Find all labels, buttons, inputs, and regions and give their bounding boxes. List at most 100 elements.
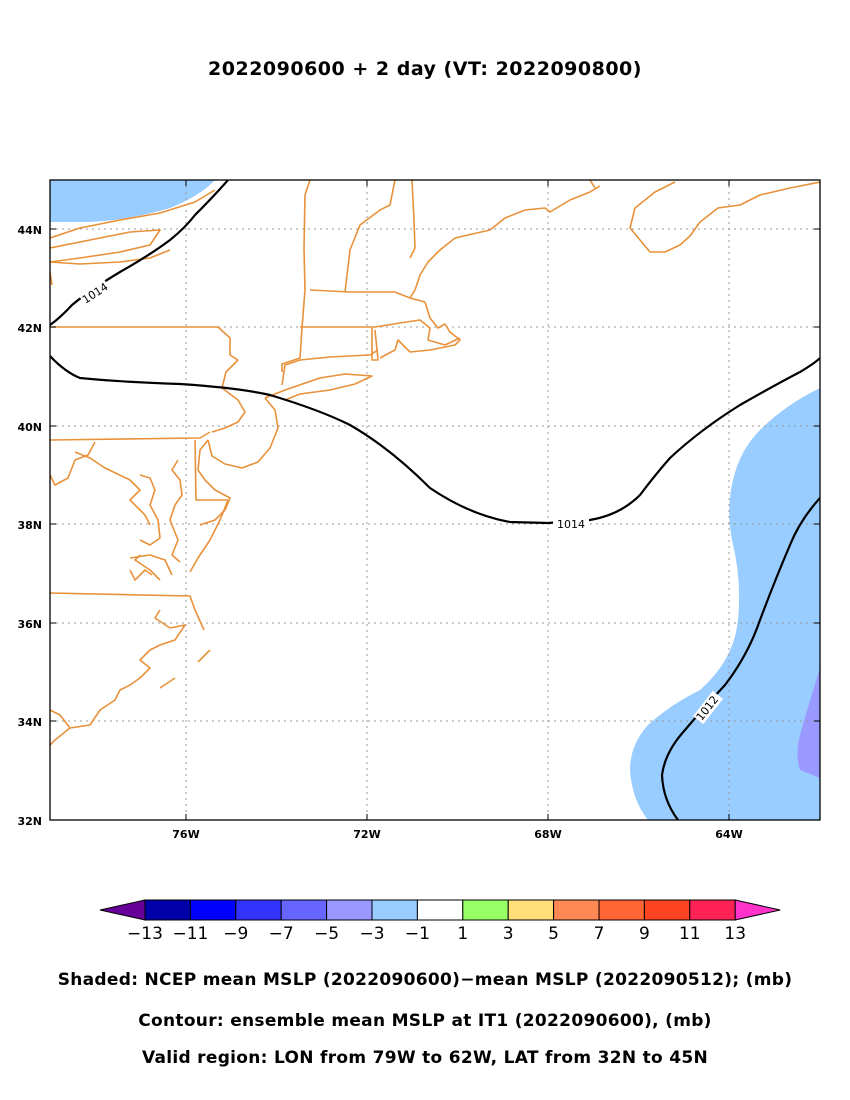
coastline-va-rivers	[129, 554, 173, 576]
colorbar-arrow-left	[99, 899, 146, 921]
border-md-de	[50, 441, 96, 486]
coastline-long-island	[264, 373, 373, 401]
border-ny-ct	[281, 327, 303, 372]
coastline-lake-ontario-south	[50, 229, 161, 263]
coastline-potomac	[74, 451, 151, 526]
coastline-outer-banks	[197, 649, 211, 663]
colorbar-swatch	[144, 899, 191, 921]
coastline-chesapeake-west	[139, 474, 161, 546]
coastline-delmarva-east	[189, 499, 229, 573]
x-tick-label-68w: 68W	[534, 828, 561, 841]
border-maine-nb	[409, 180, 416, 259]
coastline-cape-cod	[379, 301, 461, 359]
tick-marks	[50, 180, 820, 820]
colorbar-label: −5	[314, 924, 339, 944]
map-frame	[49, 179, 821, 821]
border-ma-nh	[309, 289, 426, 303]
caption-region: Valid region: LON from 79W to 62W, LAT f…	[141, 1048, 709, 1068]
colorbar-label: −13	[127, 924, 163, 944]
colorbar-swatch	[462, 899, 509, 921]
colorbar-label: 11	[679, 924, 701, 944]
y-tick-label-34n: 34N	[17, 716, 42, 729]
colorbar-label: 13	[724, 924, 746, 944]
coastline-nc-south	[50, 684, 131, 746]
coastline-delmarva	[194, 439, 228, 501]
shaded-anomaly-layer	[50, 180, 820, 820]
y-tick-label-40n: 40N	[17, 421, 42, 434]
colorbar-swatch	[689, 899, 736, 921]
chart-title: 2022090600 + 2 day (VT: 2022090800)	[208, 58, 642, 80]
coastline-lake-ontario	[50, 189, 216, 239]
colorbar-label: −9	[223, 924, 248, 944]
coastline-outer-banks-2	[159, 677, 176, 689]
y-tick-label-42n: 42N	[17, 322, 42, 335]
colorbar-swatch	[235, 899, 282, 921]
border-va-nc	[50, 592, 205, 631]
colorbar-label: −1	[405, 924, 430, 944]
coastline-chesapeake	[169, 459, 183, 563]
border-nh-me	[344, 180, 396, 293]
border-pa-nj	[211, 359, 246, 433]
coastline-nb	[589, 180, 596, 189]
colorbar-label: 1	[457, 924, 468, 944]
contour-1014-main	[50, 355, 820, 525]
shade-negative-3-to-5	[797, 668, 820, 778]
colorbar-swatch	[416, 899, 464, 921]
colorbar-label: −3	[359, 924, 384, 944]
coastline-nc-inner	[129, 649, 151, 686]
colorbar-swatch	[326, 899, 373, 921]
contour-1012	[660, 497, 820, 820]
shade-negative-1-to-3-se	[630, 388, 820, 820]
colorbar-arrow-right	[734, 899, 781, 921]
border-ri	[371, 328, 379, 361]
coastline-sc	[50, 709, 71, 729]
coastline-maine	[409, 185, 601, 299]
colorbar-swatch	[189, 899, 237, 921]
grid-lines	[50, 180, 820, 820]
colorbar-label: −7	[269, 924, 294, 944]
caption-shaded: Shaded: NCEP mean MSLP (2022090600)−mean…	[57, 970, 793, 990]
x-axis-labels: 76W 72W 68W 64W	[172, 828, 742, 841]
contour-labels: 1014 1014 1012	[79, 279, 723, 725]
colorbar: −13 −11 −9 −7 −5 −3 −1 1 3 5 7 9 11 13	[99, 899, 781, 944]
colorbar-label: 7	[594, 924, 605, 944]
coastline-nova-scotia-north	[629, 181, 676, 253]
contour-label-1014-north: 1014	[80, 280, 111, 306]
x-tick-label-76w: 76W	[172, 828, 199, 841]
coastline-va-south	[134, 554, 161, 581]
x-tick-label-64w: 64W	[715, 828, 742, 841]
colorbar-swatch	[507, 899, 555, 921]
y-axis-labels: 44N 42N 40N 38N 36N 34N 32N	[17, 224, 42, 828]
border-ny-pa	[50, 326, 239, 361]
coastline-nova-scotia	[650, 181, 820, 253]
border-vt-nh	[301, 180, 311, 329]
contour-label-1014-main: 1014	[557, 518, 585, 531]
colorbar-swatch	[280, 899, 328, 921]
coastline-layer	[50, 180, 820, 746]
border-ma	[300, 319, 461, 346]
y-tick-label-44n: 44N	[17, 224, 42, 237]
caption-contour: Contour: ensemble mean MSLP at IT1 (2022…	[138, 1011, 712, 1031]
contour-1014-north	[50, 180, 229, 326]
colorbar-swatch	[643, 899, 691, 921]
contour-layer	[50, 180, 820, 820]
colorbar-swatch	[598, 899, 645, 921]
coastline-ny-lake	[50, 249, 171, 265]
border-md-de-2	[129, 569, 153, 581]
y-tick-label-38n: 38N	[17, 519, 42, 532]
colorbar-label: 3	[503, 924, 514, 944]
colorbar-label: 5	[548, 924, 559, 944]
x-tick-label-72w: 72W	[353, 828, 380, 841]
border-pa-md	[50, 431, 211, 441]
colorbar-swatch	[553, 899, 600, 921]
coastline-new-jersey	[207, 397, 279, 469]
coastline-delaware-bay	[197, 439, 231, 526]
y-tick-label-36n: 36N	[17, 618, 42, 631]
colorbar-label: −11	[172, 924, 208, 944]
colorbar-swatch	[371, 899, 418, 921]
colorbar-label: 9	[639, 924, 650, 944]
coastline-nc-sound	[149, 609, 186, 651]
shade-negative-1-to-3-nw	[50, 180, 215, 222]
y-tick-label-32n: 32N	[17, 815, 42, 828]
